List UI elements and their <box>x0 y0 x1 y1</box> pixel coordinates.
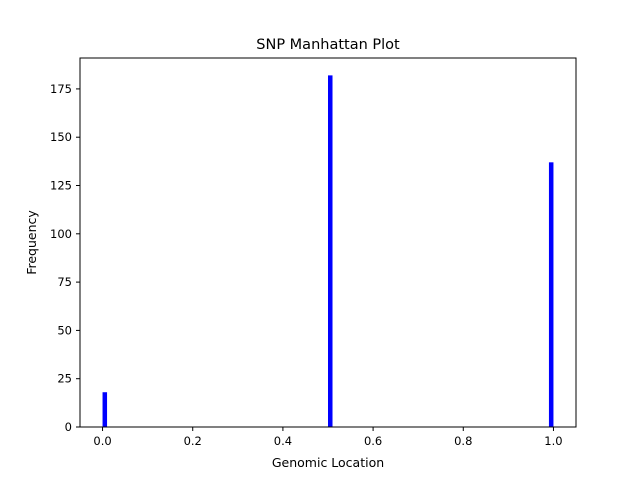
y-tick-label: 175 <box>50 82 72 96</box>
bars-group <box>102 75 554 428</box>
y-axis: 0 25 50 75 100 125 150 175 <box>50 82 80 434</box>
bar-2 <box>548 162 554 428</box>
plot-frame <box>79 57 577 428</box>
y-tick-label: 75 <box>57 275 72 289</box>
y-axis-label: Frequency <box>24 210 39 275</box>
chart-title: SNP Manhattan Plot <box>256 37 400 53</box>
y-tick-label: 100 <box>50 227 72 241</box>
x-tick-label: 0.8 <box>454 434 472 448</box>
x-tick-label: 1.0 <box>544 434 562 448</box>
y-tick-label: 0 <box>65 420 72 434</box>
y-tick-label: 150 <box>50 130 72 144</box>
x-axis-label: Genomic Location <box>272 455 384 470</box>
bar-1 <box>328 75 333 427</box>
x-tick-label: 0.0 <box>93 434 111 448</box>
x-tick-label: 0.4 <box>274 434 292 448</box>
x-axis: 0.0 0.2 0.4 0.6 0.8 1.0 <box>93 427 563 448</box>
x-tick-label: 0.6 <box>364 434 382 448</box>
y-tick-label: 50 <box>57 323 72 337</box>
y-tick-label: 125 <box>50 179 72 193</box>
x-tick-label: 0.2 <box>184 434 202 448</box>
y-tick-label: 25 <box>57 372 72 386</box>
bar-0 <box>102 392 108 427</box>
